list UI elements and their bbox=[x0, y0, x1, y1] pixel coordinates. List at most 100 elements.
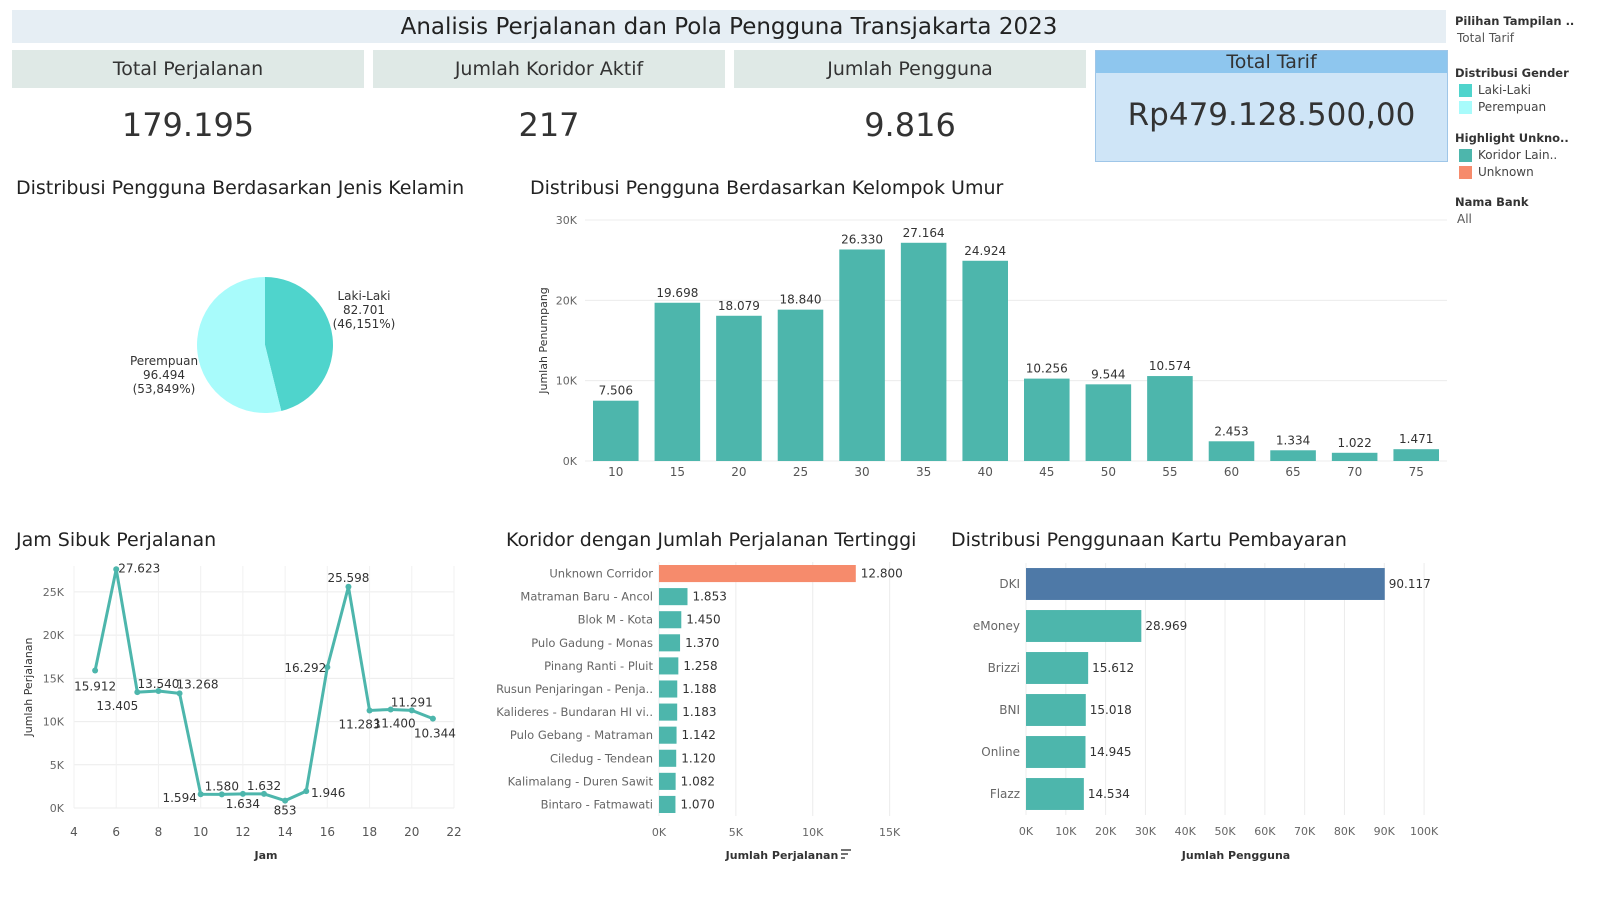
bar bbox=[654, 302, 701, 461]
data-label: 1.082 bbox=[681, 774, 715, 788]
data-label: 10.256 bbox=[1026, 362, 1068, 376]
data-point bbox=[408, 707, 415, 714]
data-label: 1.370 bbox=[685, 636, 719, 650]
data-point bbox=[345, 583, 352, 590]
category-label: DKI bbox=[999, 577, 1020, 591]
x-tick-label: 4 bbox=[70, 825, 78, 839]
kpi-label: Total Perjalanan bbox=[12, 50, 364, 88]
category-label: Matraman Baru - Ancol bbox=[520, 590, 653, 604]
bar bbox=[659, 565, 856, 583]
data-label: 28.969 bbox=[1145, 619, 1187, 633]
x-tick-label: 20 bbox=[731, 465, 746, 479]
bar bbox=[659, 588, 688, 606]
bar bbox=[962, 260, 1008, 461]
data-label: 1.580 bbox=[205, 779, 239, 793]
data-label: 1.142 bbox=[682, 728, 716, 742]
data-point bbox=[92, 667, 99, 674]
kpi-value: Rp479.128.500,00 bbox=[1127, 97, 1416, 133]
data-label: 1.022 bbox=[1337, 436, 1371, 450]
data-label: 16.292 bbox=[284, 661, 326, 675]
legend-item[interactable]: Perempuan bbox=[1459, 100, 1569, 114]
legend-item[interactable]: Laki-Laki bbox=[1459, 83, 1569, 97]
data-point bbox=[324, 664, 331, 671]
data-label: 18.079 bbox=[718, 299, 760, 313]
legend-item[interactable]: Koridor Lain.. bbox=[1459, 148, 1569, 162]
data-label: 1.946 bbox=[311, 786, 345, 800]
x-tick-label: 100K bbox=[1410, 825, 1439, 838]
data-label: 1.258 bbox=[683, 659, 717, 673]
age-chart-title: Distribusi Pengguna Berdasarkan Kelompok… bbox=[530, 177, 1004, 199]
x-tick-label: 10K bbox=[1055, 825, 1077, 838]
data-label: 1.471 bbox=[1399, 432, 1433, 446]
bar bbox=[1331, 452, 1378, 461]
legend-swatch bbox=[1459, 100, 1472, 114]
filter-label: Pilihan Tampilan .. bbox=[1455, 14, 1575, 28]
x-tick-label: 22 bbox=[446, 825, 461, 839]
legend-swatch bbox=[1459, 165, 1472, 179]
bar bbox=[593, 400, 639, 461]
category-label: Pulo Gadung - Monas bbox=[531, 636, 653, 650]
data-point bbox=[303, 788, 310, 795]
x-tick-label: 90K bbox=[1374, 825, 1396, 838]
bar bbox=[1208, 441, 1255, 461]
data-label: 1.632 bbox=[247, 779, 281, 793]
filter-nama-bank[interactable]: Nama Bank All bbox=[1455, 195, 1529, 226]
age-bar-chart: 0K 10K 20K 30K 7.506 10 19.698 15 18.079 20 18.840… bbox=[537, 214, 1447, 479]
x-tick-label: 5K bbox=[729, 826, 744, 839]
y-tick-label: 15K bbox=[43, 672, 65, 685]
data-label: 24.924 bbox=[964, 244, 1006, 258]
card-bar-chart: 0K 10K 20K 30K 40K 50K 60K 70K 80K 90K 100K 90.117 D… bbox=[973, 563, 1439, 862]
kpi-label: Jumlah Koridor Aktif bbox=[373, 50, 725, 88]
data-label: 1.070 bbox=[680, 797, 714, 811]
kpi-total-tarif[interactable]: Total Tarif Rp479.128.500,00 bbox=[1095, 50, 1448, 162]
kpi-label: Total Tarif bbox=[1096, 51, 1447, 73]
data-point bbox=[218, 791, 225, 798]
data-label: 90.117 bbox=[1389, 577, 1431, 591]
data-point bbox=[239, 790, 246, 797]
gender-chart-title: Distribusi Pengguna Berdasarkan Jenis Ke… bbox=[16, 177, 465, 199]
x-tick-label: 40K bbox=[1175, 825, 1197, 838]
x-tick-label: 35 bbox=[916, 465, 931, 479]
data-point bbox=[387, 706, 394, 713]
category-label: Flazz bbox=[990, 787, 1020, 801]
data-label: 10.344 bbox=[414, 727, 456, 741]
data-label: 15.612 bbox=[1092, 661, 1134, 675]
x-tick-label: 70K bbox=[1294, 825, 1316, 838]
category-label: Ciledug - Tendean bbox=[550, 751, 653, 765]
bar bbox=[1085, 384, 1132, 461]
x-tick-label: 15 bbox=[670, 465, 685, 479]
pie-pct-label: (46,151%) bbox=[333, 317, 396, 331]
x-tick-label: 60 bbox=[1224, 465, 1239, 479]
y-tick-label: 5K bbox=[50, 759, 65, 772]
x-tick-label: 6 bbox=[112, 825, 120, 839]
x-tick-label: 30K bbox=[1135, 825, 1157, 838]
filter-pilihan-tampilan[interactable]: Pilihan Tampilan .. Total Tarif bbox=[1455, 14, 1574, 45]
x-tick-label: 40 bbox=[978, 465, 993, 479]
legend-label: Laki-Laki bbox=[1478, 83, 1531, 97]
kpi-jumlah-koridor: Jumlah Koridor Aktif 217 bbox=[373, 50, 725, 144]
filter-value[interactable]: All bbox=[1457, 212, 1472, 226]
pie-pct-label: (53,849%) bbox=[133, 382, 196, 396]
legend-label: Perempuan bbox=[1478, 100, 1547, 114]
category-label: Online bbox=[981, 745, 1020, 759]
bar bbox=[659, 703, 678, 721]
legend-item[interactable]: Unknown bbox=[1459, 165, 1569, 179]
x-tick-label: 14 bbox=[277, 825, 292, 839]
data-label: 13.540 bbox=[137, 677, 179, 691]
data-label: 18.840 bbox=[780, 293, 822, 307]
x-tick-label: 18 bbox=[362, 825, 377, 839]
bar bbox=[659, 657, 679, 675]
data-label: 853 bbox=[274, 804, 297, 818]
filter-label: Nama Bank bbox=[1455, 195, 1529, 209]
bar bbox=[659, 749, 677, 767]
category-label: BNI bbox=[999, 703, 1020, 717]
y-tick-label: 10K bbox=[556, 375, 578, 388]
legend-distribusi-gender: Distribusi Gender Laki-Laki Perempuan bbox=[1455, 66, 1569, 114]
data-label: 11.283 bbox=[339, 717, 381, 731]
hour-line-chart: 0K 5K 10K 15K 20K 25K 4 6 8 10 12 14 16 18 20 22 15.912 2… bbox=[22, 561, 462, 862]
data-label: 15.018 bbox=[1090, 703, 1132, 717]
filter-value[interactable]: Total Tarif bbox=[1457, 31, 1515, 45]
pie-slice-perempuan bbox=[197, 277, 282, 413]
x-tick-label: 16 bbox=[320, 825, 335, 839]
bar bbox=[1026, 778, 1084, 810]
